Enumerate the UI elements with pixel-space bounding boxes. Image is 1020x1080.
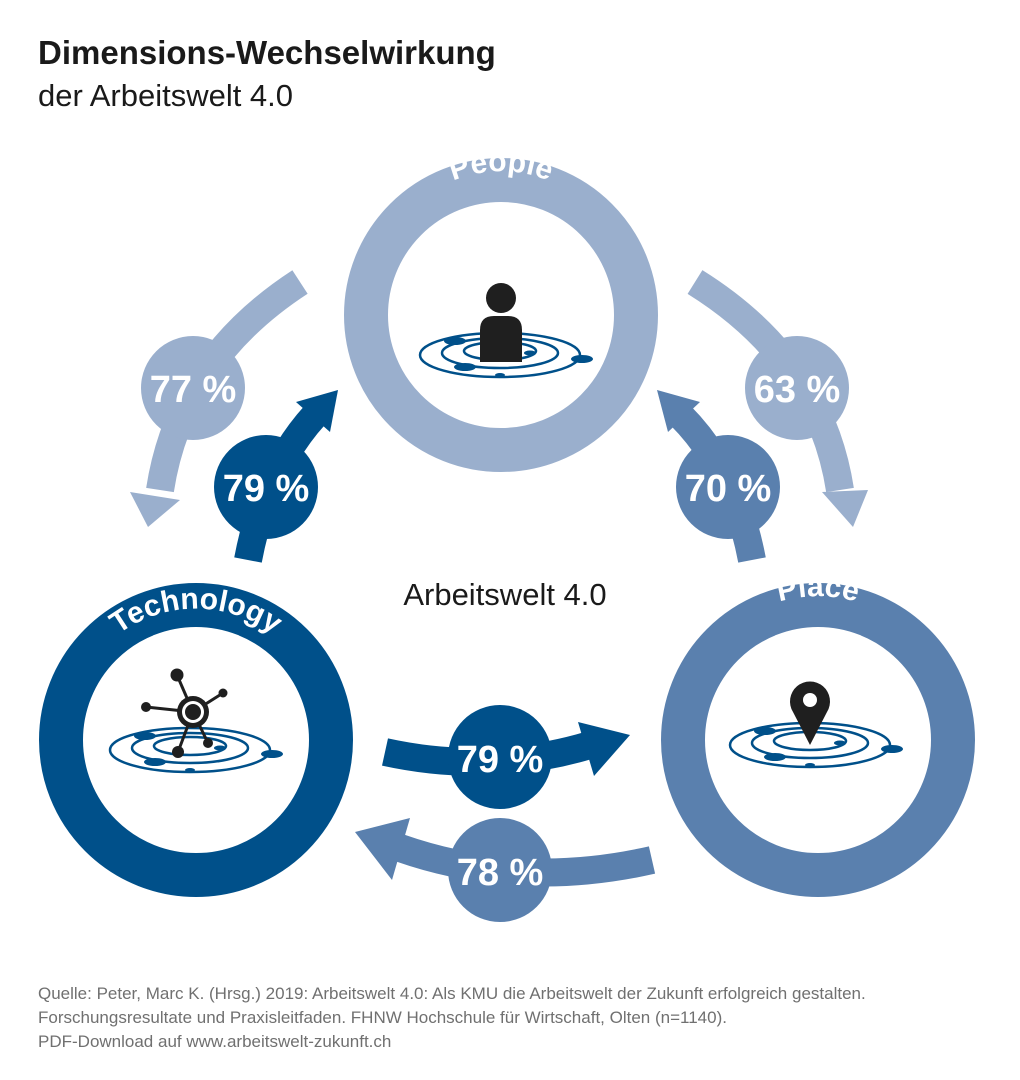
location-pin-icon [728,681,905,769]
percent-technology-to-people: 79 % [223,468,310,510]
percent-place-to-technology: 78 % [457,852,544,894]
source-line: Quelle: Peter, Marc K. (Hrsg.) 2019: Arb… [38,984,866,1003]
percent-technology-to-place: 79 % [457,739,544,781]
ring-people [344,158,658,472]
label-place: Place [774,570,863,608]
arrow-place-to-people [657,390,780,563]
label-technology: Technology [104,582,288,640]
arrow-people-to-technology [130,270,308,527]
percent-people-to-technology: 77 % [150,369,237,411]
page-subtitle: der Arbeitswelt 4.0 [38,78,294,113]
svg-text:Technology: Technology [104,582,288,640]
arrow-technology-to-people [214,390,338,563]
percent-place-to-people: 70 % [685,468,772,510]
ring-place [661,583,975,897]
arrow-place-to-technology [355,818,656,922]
ring-technology [39,583,353,897]
percent-people-to-place: 63 % [754,369,841,411]
arrow-technology-to-place [382,705,630,809]
page-title: Dimensions-Wechselwirkung [38,34,496,71]
center-label: Arbeitswelt 4.0 [403,577,606,612]
person-icon [418,283,595,379]
source-line: Forschungsresultate und Praxisleitfaden.… [38,1008,727,1027]
source-link: PDF-Download auf www.arbeitswelt-zukunft… [38,1032,392,1051]
arrow-people-to-place [687,270,868,527]
diagram: 77 % 79 % 63 % 70 % 79 % 78 % People Tec… [39,158,975,922]
svg-text:Place: Place [774,570,863,608]
source-note: Quelle: Peter, Marc K. (Hrsg.) 2019: Arb… [38,982,866,1054]
network-hub-icon [108,668,285,774]
